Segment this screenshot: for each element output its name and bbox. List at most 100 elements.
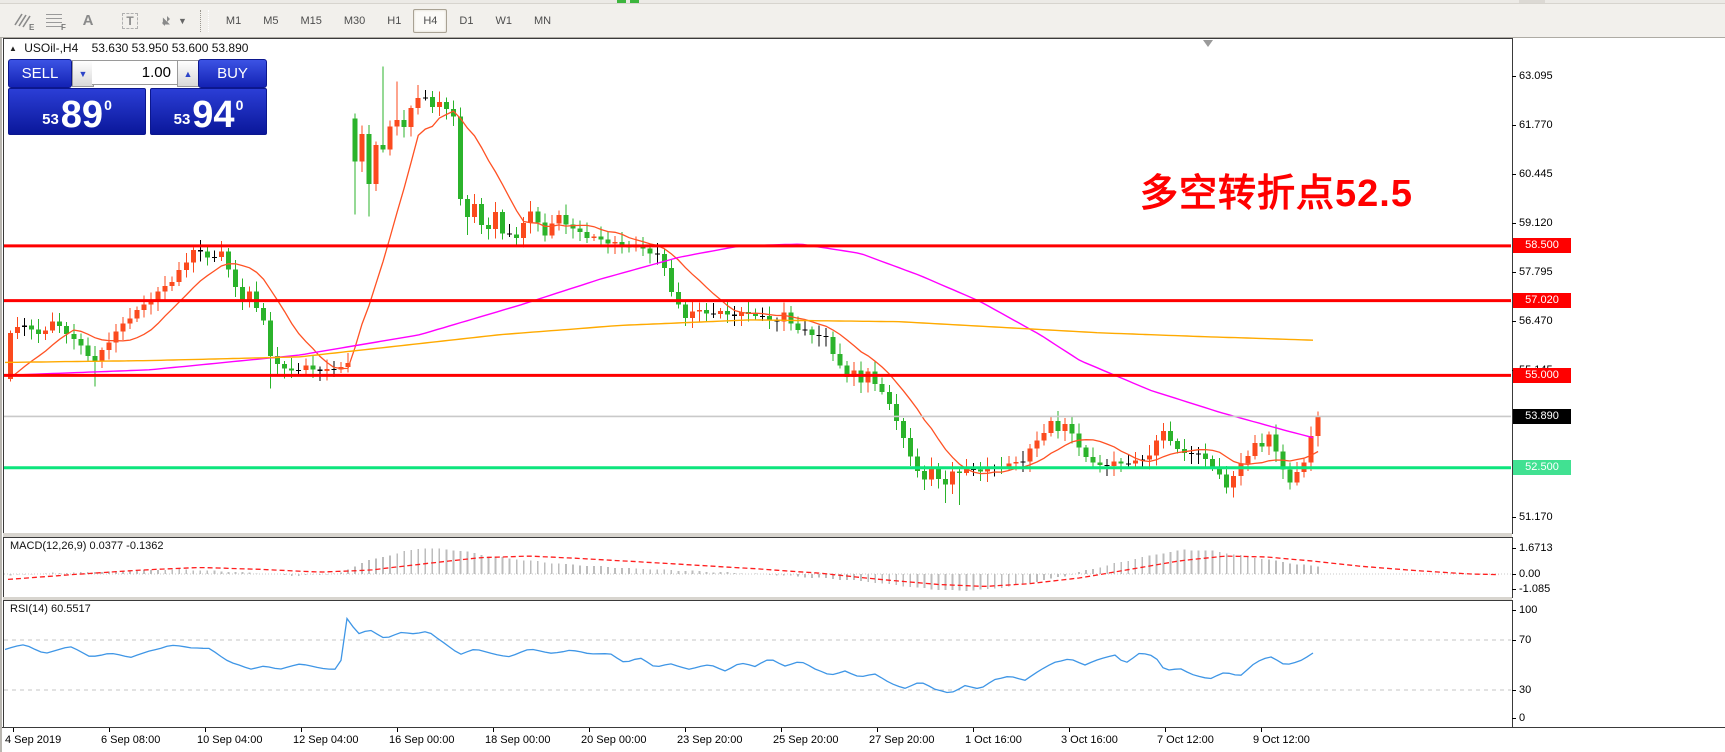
price-tick-mark bbox=[1512, 223, 1516, 224]
time-tick-mark bbox=[589, 728, 590, 732]
text-label-icon[interactable]: A bbox=[82, 12, 94, 29]
timeframe-button-MN[interactable]: MN bbox=[533, 14, 552, 27]
time-axis-label: 3 Oct 16:00 bbox=[1061, 734, 1118, 746]
macd-tick-mark bbox=[1512, 589, 1516, 590]
dropdown-caret-icon: ▼ bbox=[178, 15, 187, 26]
price-level-label-58.500[interactable]: 58.500 bbox=[1513, 238, 1571, 254]
ohlc-values: 53.630 53.950 53.600 53.890 bbox=[91, 41, 249, 55]
price-tick-label: 61.770 bbox=[1519, 119, 1553, 131]
caret-down-icon: ▼ bbox=[78, 68, 88, 79]
time-tick-mark bbox=[301, 728, 302, 732]
time-axis-label: 6 Sep 08:00 bbox=[101, 734, 161, 746]
time-axis-label: 23 Sep 20:00 bbox=[677, 734, 743, 746]
time-tick-mark bbox=[109, 728, 110, 732]
text-box-icon[interactable]: T bbox=[116, 8, 144, 34]
time-tick-mark bbox=[397, 728, 398, 732]
price-level-label-52.500[interactable]: 52.500 bbox=[1513, 460, 1571, 476]
time-tick-mark bbox=[205, 728, 206, 732]
macd-tick-label: -1.085 bbox=[1519, 583, 1551, 595]
cutoff-button bbox=[1519, 0, 1545, 3]
timeframe-button-H4[interactable]: H4 bbox=[413, 8, 448, 33]
time-tick-mark bbox=[685, 728, 686, 732]
rsi-tick-mark bbox=[1512, 610, 1516, 611]
symbol-period-label: USOil-,H4 bbox=[24, 41, 79, 55]
time-tick-mark bbox=[493, 728, 494, 732]
grid-settings-icon[interactable]: F bbox=[42, 8, 70, 34]
rsi-tick-mark bbox=[1512, 690, 1516, 691]
volume-input[interactable] bbox=[92, 60, 177, 85]
macd-tick-label: 0.00 bbox=[1519, 568, 1541, 580]
time-axis-label: 25 Sep 20:00 bbox=[773, 734, 839, 746]
timeframe-button-M30[interactable]: M30 bbox=[343, 14, 366, 27]
price-tick-mark bbox=[1512, 174, 1516, 175]
cutoff-toolbar-row bbox=[0, 0, 1725, 4]
caret-up-icon: ▲ bbox=[183, 68, 193, 79]
price-tick-label: 57.795 bbox=[1519, 266, 1553, 278]
buy-button[interactable]: BUY bbox=[198, 59, 267, 88]
price-tick-label: 59.120 bbox=[1519, 217, 1553, 229]
rsi-tick-label: 30 bbox=[1519, 684, 1532, 696]
time-axis-label: 20 Sep 00:00 bbox=[581, 734, 647, 746]
expert-advisor-icon[interactable]: E bbox=[10, 8, 38, 34]
rsi-tick-label: 0 bbox=[1519, 712, 1526, 724]
timeframe-button-H1[interactable]: H1 bbox=[387, 14, 402, 27]
price-level-label-57.020[interactable]: 57.020 bbox=[1513, 293, 1571, 309]
time-axis-label: 27 Sep 20:00 bbox=[869, 734, 935, 746]
macd-tick-label: 1.6713 bbox=[1519, 542, 1553, 554]
timeframe-button-W1[interactable]: W1 bbox=[495, 14, 512, 27]
sell-price-tile[interactable]: 53 89 0 bbox=[8, 88, 146, 135]
collapse-arrow-icon[interactable]: ▲ bbox=[9, 44, 17, 53]
chart-toolbar: E F A T ▼ M1 M5 M15 M30 H1 H4 D1 W1 MN bbox=[0, 4, 1725, 38]
time-tick-mark bbox=[1069, 728, 1070, 732]
time-axis-label: 7 Oct 12:00 bbox=[1157, 734, 1214, 746]
price-level-label-55.000[interactable]: 55.000 bbox=[1513, 367, 1571, 383]
cutoff-green-icon bbox=[630, 0, 639, 3]
rsi-tick-label: 100 bbox=[1519, 604, 1538, 616]
time-axis-label: 10 Sep 04:00 bbox=[197, 734, 263, 746]
time-axis-label: 16 Sep 00:00 bbox=[389, 734, 455, 746]
object-cursor-icon[interactable]: ▼ bbox=[156, 8, 188, 34]
price-tick-mark bbox=[1512, 76, 1516, 77]
panel-separator[interactable] bbox=[3, 597, 1512, 600]
time-axis bbox=[0, 727, 1725, 752]
timeframe-button-M1[interactable]: M1 bbox=[225, 14, 242, 27]
time-axis-label: 12 Sep 04:00 bbox=[293, 734, 359, 746]
panel-separator[interactable] bbox=[3, 533, 1512, 537]
timeframe-button-M15[interactable]: M15 bbox=[300, 14, 322, 27]
svg-text:E: E bbox=[29, 23, 35, 31]
time-tick-mark bbox=[1165, 728, 1166, 732]
rsi-tick-mark bbox=[1512, 640, 1516, 641]
timeframe-button-group: M1 M5 M15 M30 H1 H4 D1 W1 MN bbox=[215, 8, 562, 33]
volume-increase-button[interactable]: ▲ bbox=[177, 60, 199, 87]
time-tick-mark bbox=[781, 728, 782, 732]
buy-price-tile[interactable]: 53 94 0 bbox=[150, 88, 267, 135]
window-edge bbox=[0, 38, 2, 752]
time-axis-label: 4 Sep 2019 bbox=[5, 734, 62, 746]
price-tick-mark bbox=[1512, 321, 1516, 322]
rsi-canvas[interactable] bbox=[4, 601, 1511, 725]
price-level-label-53.890[interactable]: 53.890 bbox=[1513, 408, 1571, 424]
timeframe-button-M5[interactable]: M5 bbox=[263, 14, 279, 27]
price-tick-label: 51.170 bbox=[1519, 511, 1553, 523]
price-tick-label: 63.095 bbox=[1519, 70, 1553, 82]
price-tick-label: 60.445 bbox=[1519, 168, 1553, 180]
chart-text-annotation[interactable]: 多空转折点52.5 bbox=[1140, 173, 1413, 215]
toolbar-separator bbox=[199, 9, 209, 32]
macd-label: MACD(12,26,9) 0.0377 -0.1362 bbox=[10, 540, 164, 552]
price-tick-mark bbox=[1512, 125, 1516, 126]
time-tick-mark bbox=[877, 728, 878, 732]
price-tick-label: 56.470 bbox=[1519, 315, 1553, 327]
timeframe-button-D1[interactable]: D1 bbox=[459, 14, 474, 27]
time-tick-mark bbox=[1261, 728, 1262, 732]
time-axis-label: 9 Oct 12:00 bbox=[1253, 734, 1310, 746]
price-tick-mark bbox=[1512, 272, 1516, 273]
macd-canvas[interactable] bbox=[4, 538, 1511, 595]
rsi-tick-mark bbox=[1512, 718, 1516, 719]
macd-tick-mark bbox=[1512, 548, 1516, 549]
time-axis-label: 18 Sep 00:00 bbox=[485, 734, 551, 746]
sell-button[interactable]: SELL bbox=[8, 59, 72, 88]
rsi-tick-label: 70 bbox=[1519, 634, 1532, 646]
time-tick-mark bbox=[13, 728, 14, 732]
volume-decrease-button[interactable]: ▼ bbox=[72, 60, 94, 87]
